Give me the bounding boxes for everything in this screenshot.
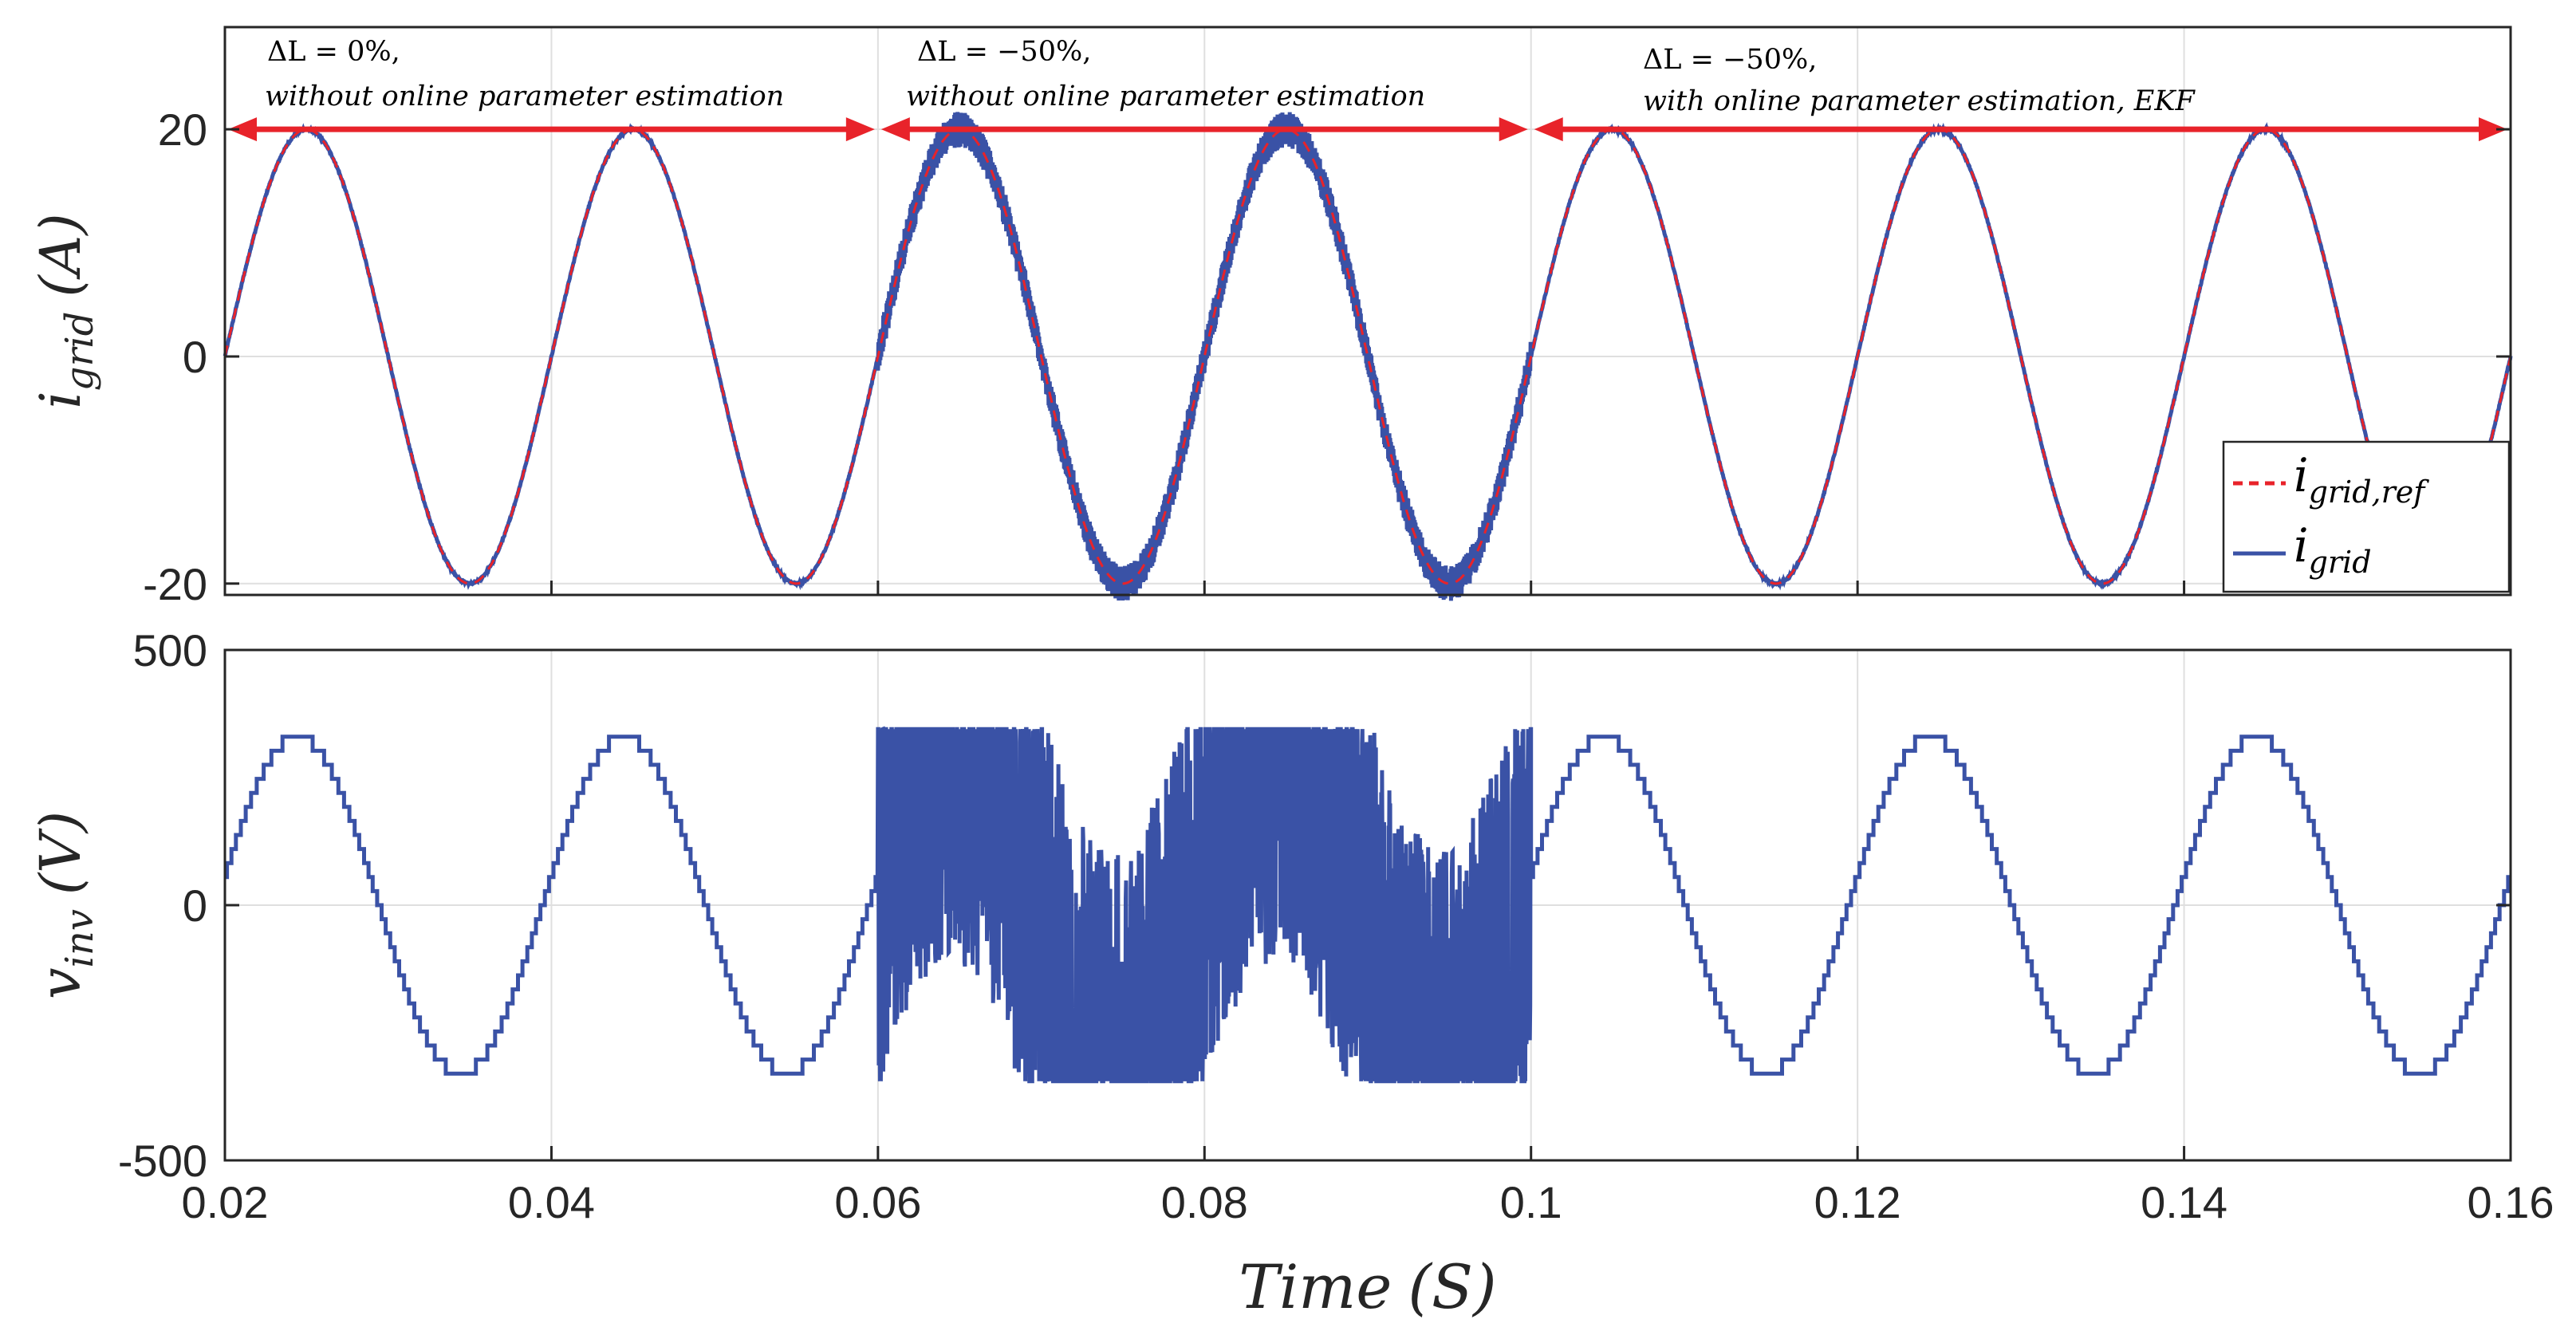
legend-grid-label: igrid <box>2294 518 2372 580</box>
annotation-line1-2: ΔL = −50%, <box>1643 44 1817 76</box>
arrow-head-left-0 <box>228 117 257 142</box>
annotation-line1-0: ΔL = 0%, <box>267 36 400 68</box>
current-series <box>223 112 2513 601</box>
xtick-label-4: 0.1 <box>1500 1177 1562 1227</box>
parameter-arrows <box>228 117 2507 142</box>
xtick-label-3: 0.08 <box>1161 1177 1248 1227</box>
arrow-head-left-1 <box>880 117 910 142</box>
legend-ref-label: igrid,ref <box>2294 448 2429 510</box>
arrow-head-right-2 <box>2479 117 2507 142</box>
arrow-head-left-2 <box>1534 117 1563 142</box>
series-i-grid-ref <box>223 128 2512 585</box>
series-v-inv <box>225 726 2511 1084</box>
xtick-label-1: 0.04 <box>508 1177 595 1227</box>
current-ytick-label-0: -20 <box>143 559 207 609</box>
annotation-line2-1: without online parameter estimation <box>906 81 1425 112</box>
current-ytick-label-1: 0 <box>183 332 207 382</box>
voltage-y-label: vinv(V) <box>28 811 102 999</box>
voltage-series <box>225 726 2511 1084</box>
x-axis-label: Time (S) <box>1239 1251 1496 1322</box>
xtick-label-2: 0.06 <box>834 1177 921 1227</box>
voltage-ytick-label-0: -500 <box>118 1136 207 1186</box>
current-plot: -20 0 20 ΔL = 0%, without online parameter … <box>28 26 2513 609</box>
xtick-label-0: 0.02 <box>182 1177 269 1227</box>
arrow-head-right-0 <box>845 117 875 142</box>
voltage-ytick-label-2: 500 <box>133 625 207 675</box>
current-plot-area <box>225 27 2511 595</box>
annotation-line2-0: without online parameter estimation <box>265 81 784 112</box>
legend: igrid,ref igrid <box>2222 440 2511 593</box>
current-y-label: igrid(A) <box>28 213 102 408</box>
xtick-label-5: 0.12 <box>1814 1177 1901 1227</box>
xtick-label-7: 0.16 <box>2468 1177 2554 1227</box>
current-y-ticks: -20 0 20 <box>143 104 2511 609</box>
current-plot-frame <box>223 26 2512 597</box>
voltage-ytick-label-1: 0 <box>183 880 207 931</box>
voltage-plot: -500 0 500 0.02 0.04 0.06 0.08 0.1 0.12 0.14 0.16… <box>28 581 2554 1322</box>
current-ytick-label-2: 20 <box>158 104 207 155</box>
xtick-label-6: 0.14 <box>2141 1177 2227 1227</box>
annotations: ΔL = 0%, without online parameter estimat… <box>265 36 2196 117</box>
legend-box <box>2222 440 2511 593</box>
annotation-line1-1: ΔL = −50%, <box>917 36 1091 68</box>
voltage-y-ticks: -500 0 500 <box>118 625 2511 1186</box>
x-ticks: 0.02 0.04 0.06 0.08 0.1 0.12 0.14 0.16 <box>182 581 2554 1227</box>
annotation-line2-2: with online parameter estimation, EKF <box>1643 85 2196 117</box>
arrow-head-right-1 <box>1499 117 1528 142</box>
